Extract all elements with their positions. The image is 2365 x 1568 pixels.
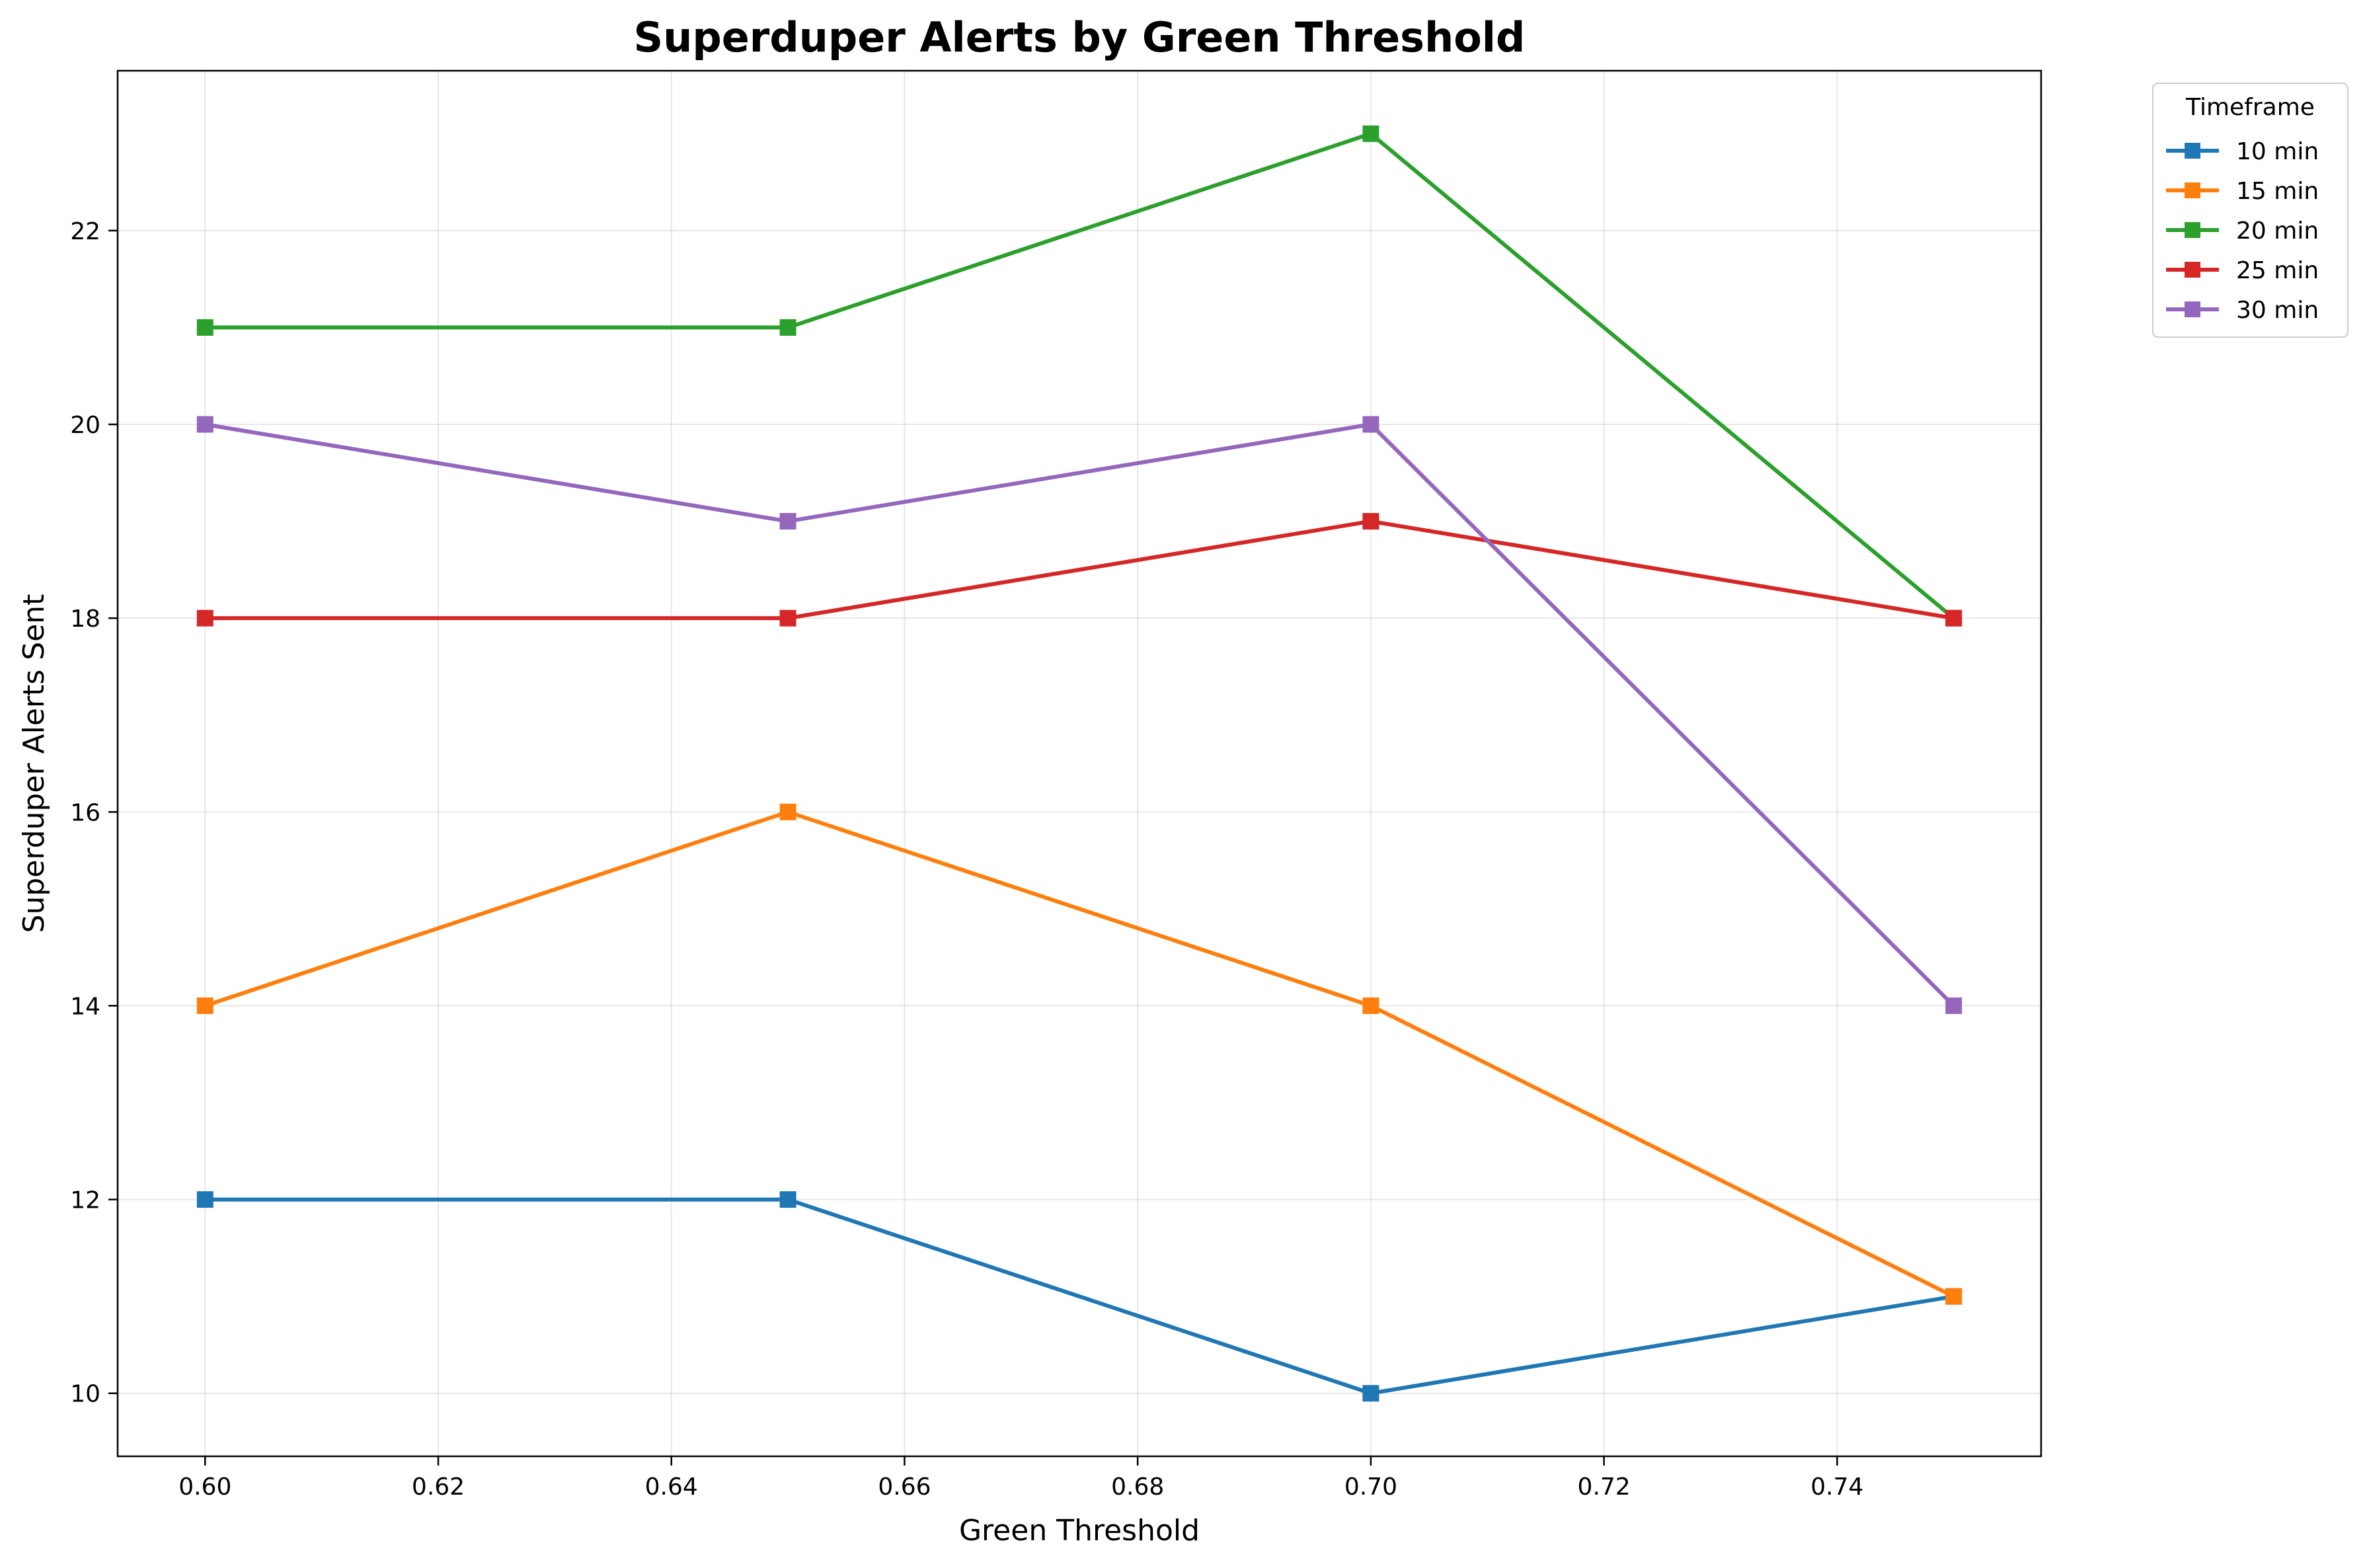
- series-15-min: [196, 803, 1962, 1305]
- series-line-10-min: [203, 1197, 1956, 1395]
- series-line-20-min: [203, 132, 1956, 621]
- data-point-15-min: [779, 803, 796, 820]
- legend-swatch-marker: [2185, 182, 2200, 198]
- series-30-min: [196, 416, 1962, 1014]
- data-point-10-min: [1362, 1385, 1379, 1402]
- series-line-30-min: [203, 422, 1956, 1008]
- data-point-20-min: [1362, 125, 1379, 142]
- data-point-25-min: [779, 609, 796, 627]
- legend-swatch-marker: [2185, 143, 2200, 159]
- y-tick-label: 14: [70, 993, 100, 1020]
- x-tick-label: 0.70: [1344, 1473, 1397, 1501]
- legend-item-15-min: 15 min: [2166, 178, 2319, 205]
- legend-items: 10 min 15 min 20 min 25 min 30 min: [2166, 138, 2319, 324]
- series-line-25-min: [203, 519, 1956, 621]
- x-tick-label: 0.60: [178, 1473, 231, 1501]
- plot-frame: [116, 69, 2042, 1458]
- legend-item-20-min: 20 min: [2166, 217, 2319, 245]
- y-tick-label: 20: [70, 412, 100, 439]
- x-tick-label: 0.66: [878, 1473, 931, 1501]
- x-tick-label: 0.72: [1578, 1473, 1631, 1501]
- legend-item-30-min: 30 min: [2166, 297, 2319, 324]
- legend-label: 20 min: [2236, 217, 2319, 245]
- y-axis-label: Superduper Alerts Sent: [17, 594, 51, 933]
- data-point-30-min: [196, 416, 213, 433]
- data-point-20-min: [779, 319, 796, 336]
- legend-label: 10 min: [2236, 138, 2319, 165]
- data-point-15-min: [1362, 997, 1379, 1014]
- series-line-15-min: [203, 810, 1956, 1299]
- data-point-20-min: [196, 319, 213, 336]
- y-tick-label: 22: [70, 218, 100, 245]
- data-point-10-min: [196, 1191, 213, 1208]
- legend-swatch-marker: [2185, 222, 2200, 238]
- y-tick-label: 16: [70, 799, 100, 826]
- legend-label: 15 min: [2236, 178, 2319, 205]
- ticks-layer: 0.60 0.62 0.64 0.66 0.68 0.70 0.72 0.74 10 12 14 16…: [70, 218, 1863, 1501]
- legend-item-10-min: 10 min: [2166, 138, 2319, 165]
- y-tick-label: 10: [70, 1381, 100, 1408]
- legend-title: Timeframe: [2185, 94, 2315, 121]
- legend-label: 25 min: [2236, 257, 2319, 284]
- data-point-30-min: [1362, 416, 1379, 433]
- y-tick-label: 18: [70, 606, 100, 633]
- series-25-min: [196, 513, 1962, 627]
- series-10-min: [196, 1191, 1962, 1402]
- data-point-25-min: [1362, 513, 1379, 530]
- y-tick-label: 12: [70, 1187, 100, 1214]
- data-point-25-min: [196, 609, 213, 627]
- chart-title: Superduper Alerts by Green Threshold: [634, 13, 1526, 61]
- data-point-15-min: [1945, 1288, 1962, 1305]
- legend-item-25-min: 25 min: [2166, 257, 2319, 284]
- x-tick-label: 0.64: [645, 1473, 698, 1501]
- x-tick-label: 0.74: [1810, 1473, 1863, 1501]
- data-point-25-min: [1945, 609, 1962, 627]
- legend: Timeframe 10 min 15 min 20 min 25 min 30 min: [2152, 83, 2348, 338]
- legend-box: [2152, 83, 2348, 338]
- data-point-30-min: [1945, 997, 1962, 1014]
- x-axis-label: Green Threshold: [959, 1514, 1200, 1548]
- legend-label: 30 min: [2236, 297, 2319, 324]
- data-point-10-min: [779, 1191, 796, 1208]
- data-point-15-min: [196, 997, 213, 1014]
- x-tick-label: 0.62: [412, 1473, 465, 1501]
- x-tick-label: 0.68: [1111, 1473, 1164, 1501]
- series-layer: [196, 125, 1962, 1402]
- legend-swatch-marker: [2185, 262, 2200, 278]
- data-point-30-min: [779, 513, 796, 530]
- legend-swatch-marker: [2185, 301, 2200, 317]
